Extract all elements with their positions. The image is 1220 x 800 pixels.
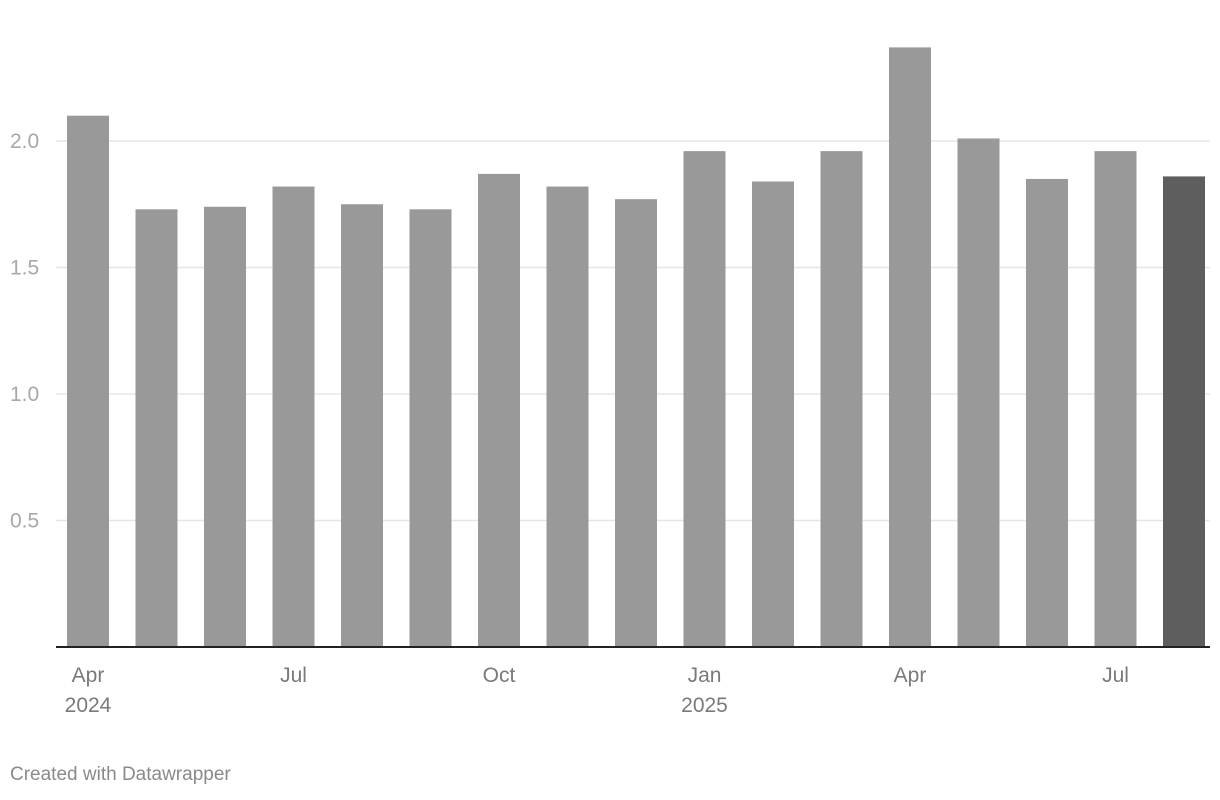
bar [546, 186, 589, 648]
y-tick-label: 1.5 [10, 257, 39, 280]
bar [957, 138, 1000, 647]
bar [889, 47, 931, 647]
bar [1094, 151, 1137, 647]
bar [341, 204, 383, 647]
credit-text: Created with Datawrapper [10, 764, 231, 785]
x-axis-tick-labels: Apr 2024 Jul Oct Jan 2025 Apr Jul [65, 664, 1129, 717]
x-tick-year-label: 2024 [65, 694, 112, 717]
bars [67, 47, 1205, 648]
x-tick-label: Apr [72, 664, 105, 687]
bar [752, 181, 794, 648]
bar [204, 206, 246, 647]
x-tick-label: Jan [688, 664, 722, 687]
bar [1026, 178, 1068, 647]
bar [478, 173, 520, 647]
bar [272, 186, 315, 648]
y-tick-label: 1.0 [10, 383, 39, 406]
y-tick-label: 2.0 [10, 130, 39, 153]
bar [615, 199, 657, 647]
bar [820, 151, 863, 647]
bar [135, 209, 178, 647]
x-tick-label: Jul [280, 664, 307, 687]
bar [683, 151, 726, 647]
y-tick-label: 0.5 [10, 510, 39, 533]
x-tick-label: Apr [894, 664, 927, 687]
x-tick-label: Jul [1102, 664, 1129, 687]
x-tick-label: Oct [483, 664, 516, 687]
x-tick-year-label: 2025 [681, 694, 728, 717]
bar [1163, 176, 1205, 648]
bar [409, 209, 452, 647]
bar [67, 115, 109, 647]
y-axis-tick-labels: 0.5 1.0 1.5 2.0 [10, 130, 39, 533]
